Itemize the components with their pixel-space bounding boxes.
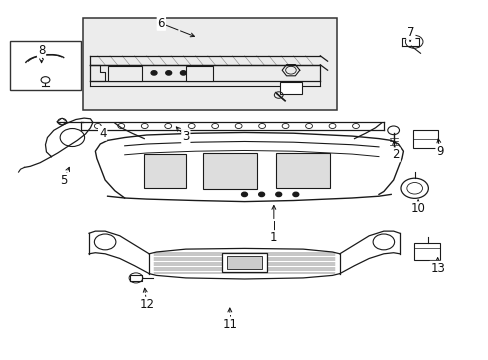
Bar [144, 154, 185, 188]
Circle shape [180, 71, 186, 75]
Bar [10, 41, 81, 90]
Bar [185, 66, 212, 81]
Circle shape [292, 192, 298, 197]
Bar [413, 243, 439, 260]
Circle shape [258, 192, 264, 197]
Text: 4: 4 [99, 127, 106, 140]
Bar [227, 256, 261, 269]
Circle shape [165, 71, 171, 75]
Bar [280, 82, 301, 94]
Text: 8: 8 [38, 44, 45, 57]
Text: 1: 1 [269, 231, 277, 244]
Text: 5: 5 [60, 174, 67, 186]
Text: 7: 7 [406, 26, 414, 39]
Text: 12: 12 [139, 298, 154, 311]
Bar [203, 153, 256, 189]
Text: 2: 2 [391, 148, 399, 161]
Text: 10: 10 [410, 202, 425, 215]
Bar [107, 66, 142, 81]
Bar [222, 253, 266, 272]
Text: 9: 9 [435, 145, 443, 158]
Bar [412, 130, 437, 148]
Bar [276, 153, 329, 188]
Text: 13: 13 [429, 262, 444, 275]
Text: 3: 3 [182, 130, 189, 143]
Text: 11: 11 [222, 318, 237, 330]
Circle shape [151, 71, 157, 75]
Circle shape [241, 192, 247, 197]
Bar [83, 18, 337, 110]
Text: 6: 6 [157, 17, 165, 30]
Circle shape [275, 192, 281, 197]
